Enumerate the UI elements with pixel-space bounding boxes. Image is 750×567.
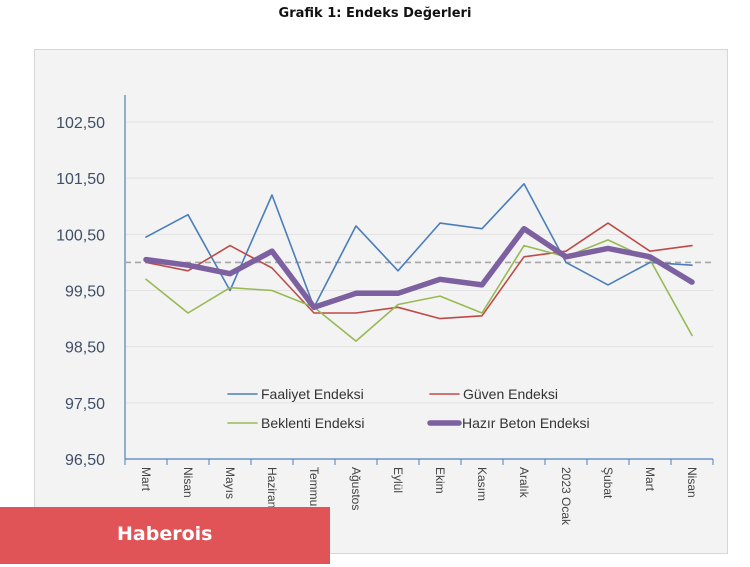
brand-badge: Haberois (0, 507, 330, 564)
x-tick-label: Kasım (475, 467, 489, 501)
x-tick-label: Nisan (685, 467, 699, 498)
series-line-1 (145, 183, 693, 309)
series-line-2 (145, 222, 693, 320)
x-tick-label: Şubat (601, 467, 615, 499)
legend-label: Faaliyet Endeksi (261, 386, 364, 402)
y-tick-label: 98,50 (65, 340, 105, 357)
x-tick-label: Eylül (391, 467, 405, 493)
x-tick-label: Ağustos (349, 467, 363, 510)
legend-label: Beklenti Endeksi (261, 415, 365, 431)
y-tick-label: 99,50 (65, 284, 105, 301)
x-tick-label: Aralık (517, 467, 531, 499)
y-tick-label: 101,50 (56, 171, 105, 188)
x-tick-label: Mayıs (223, 467, 237, 499)
plot-area (34, 49, 728, 554)
y-tick-label: 102,50 (56, 115, 105, 132)
x-tick-label: Nisan (181, 467, 195, 498)
legend-label: Hazır Beton Endeksi (462, 415, 590, 431)
y-tick-label: 100,50 (56, 227, 105, 244)
y-tick-label: 97,50 (65, 396, 105, 413)
x-tick-label: Temmuz (307, 467, 321, 512)
x-tick-label: 2023 Ocak (559, 467, 573, 526)
x-tick-label: Mart (139, 467, 153, 492)
x-tick-label: Ekim (433, 467, 447, 494)
y-tick-label: 96,50 (65, 452, 105, 469)
legend-label: Güven Endeksi (463, 386, 558, 402)
x-tick-label: Mart (643, 467, 657, 492)
chart-title: Grafik 1: Endeks Değerleri (278, 6, 472, 21)
series-line-4 (143, 225, 695, 311)
series-line-3 (145, 239, 693, 342)
x-tick-label: Haziran (265, 467, 279, 508)
